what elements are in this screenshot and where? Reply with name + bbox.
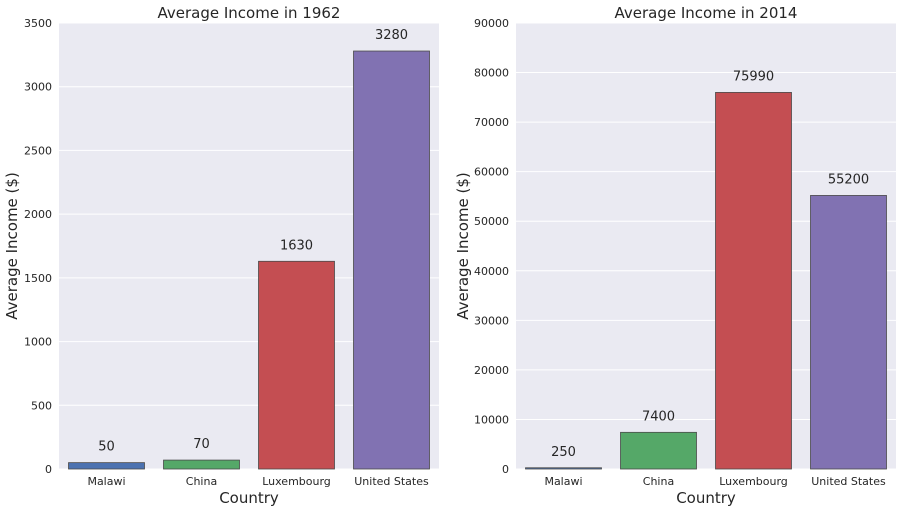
chart-2-title: Average Income in 2014: [615, 4, 798, 22]
chart-2-ytick-label: 80000: [474, 67, 509, 80]
chart-1-ytick-label: 500: [31, 399, 52, 412]
chart-2-ytick-label: 60000: [474, 166, 509, 179]
chart-2-ytick-label: 10000: [474, 413, 509, 426]
chart-2-ytick-label: 0: [502, 463, 509, 476]
chart-2-data-label: 7400: [642, 409, 675, 424]
chart-1-bar-china: [163, 459, 240, 470]
chart-2-data-label: 75990: [733, 69, 774, 84]
chart-1-yaxis-label: Average Income ($): [3, 172, 21, 320]
chart-2-xtick-label: China: [643, 475, 674, 488]
chart-2-bar-united-states: [810, 195, 887, 470]
chart-1-data-label: 1630: [280, 238, 313, 253]
chart-2-xtick-label: Luxembourg: [719, 475, 788, 488]
chart-2-ytick-label: 20000: [474, 364, 509, 377]
chart-1-ytick-label: 2000: [24, 208, 52, 221]
chart-2-ytick-label: 30000: [474, 314, 509, 327]
chart-1-data-label: 3280: [375, 28, 408, 43]
chart-2-ytick-label: 50000: [474, 215, 509, 228]
chart-2-xtick-label: United States: [811, 475, 886, 488]
chart-1-xtick-label: China: [186, 475, 217, 488]
chart-1-xtick-label: Malawi: [87, 475, 125, 488]
chart-2-data-label: 55200: [828, 172, 869, 187]
chart-1-ytick-label: 3000: [24, 81, 52, 94]
chart-1-bar-malawi: [68, 462, 145, 470]
chart-1-bar-united-states: [353, 50, 430, 470]
chart-1-xtick-label: Luxembourg: [262, 475, 331, 488]
chart-1-title: Average Income in 1962: [158, 4, 341, 22]
chart-2-xaxis-label: Country: [676, 489, 736, 507]
chart-2-ytick-label: 90000: [474, 17, 509, 30]
chart-1: 0 500 1000 1500 2000 2500 3000 3500 Malawi 50 Chin…: [3, 4, 439, 507]
chart-1-xaxis-label: Country: [219, 489, 279, 507]
chart-2: 0 10000 20000 30000 40000 50000 60000 70000 8000…: [454, 4, 896, 507]
chart-2-bar-luxembourg: [715, 92, 792, 470]
chart-1-ytick-label: 1500: [24, 272, 52, 285]
chart-1-xtick-label: United States: [354, 475, 429, 488]
chart-1-data-label: 70: [193, 437, 210, 452]
chart-2-yaxis-label: Average Income ($): [454, 172, 472, 320]
chart-1-ytick-label: 0: [45, 463, 52, 476]
chart-2-xtick-label: Malawi: [544, 475, 582, 488]
chart-1-ytick-label: 1000: [24, 336, 52, 349]
chart-2-ytick-label: 70000: [474, 116, 509, 129]
chart-2-data-label: 250: [551, 445, 576, 460]
chart-1-data-label: 50: [98, 440, 115, 455]
chart-1-ytick-label: 3500: [24, 17, 52, 30]
chart-2-bar-china: [620, 431, 697, 470]
chart-2-bar-malawi: [525, 467, 602, 470]
chart-2-ytick-label: 40000: [474, 265, 509, 278]
chart-1-bar-luxembourg: [258, 260, 335, 470]
chart-1-ytick-label: 2500: [24, 144, 52, 157]
